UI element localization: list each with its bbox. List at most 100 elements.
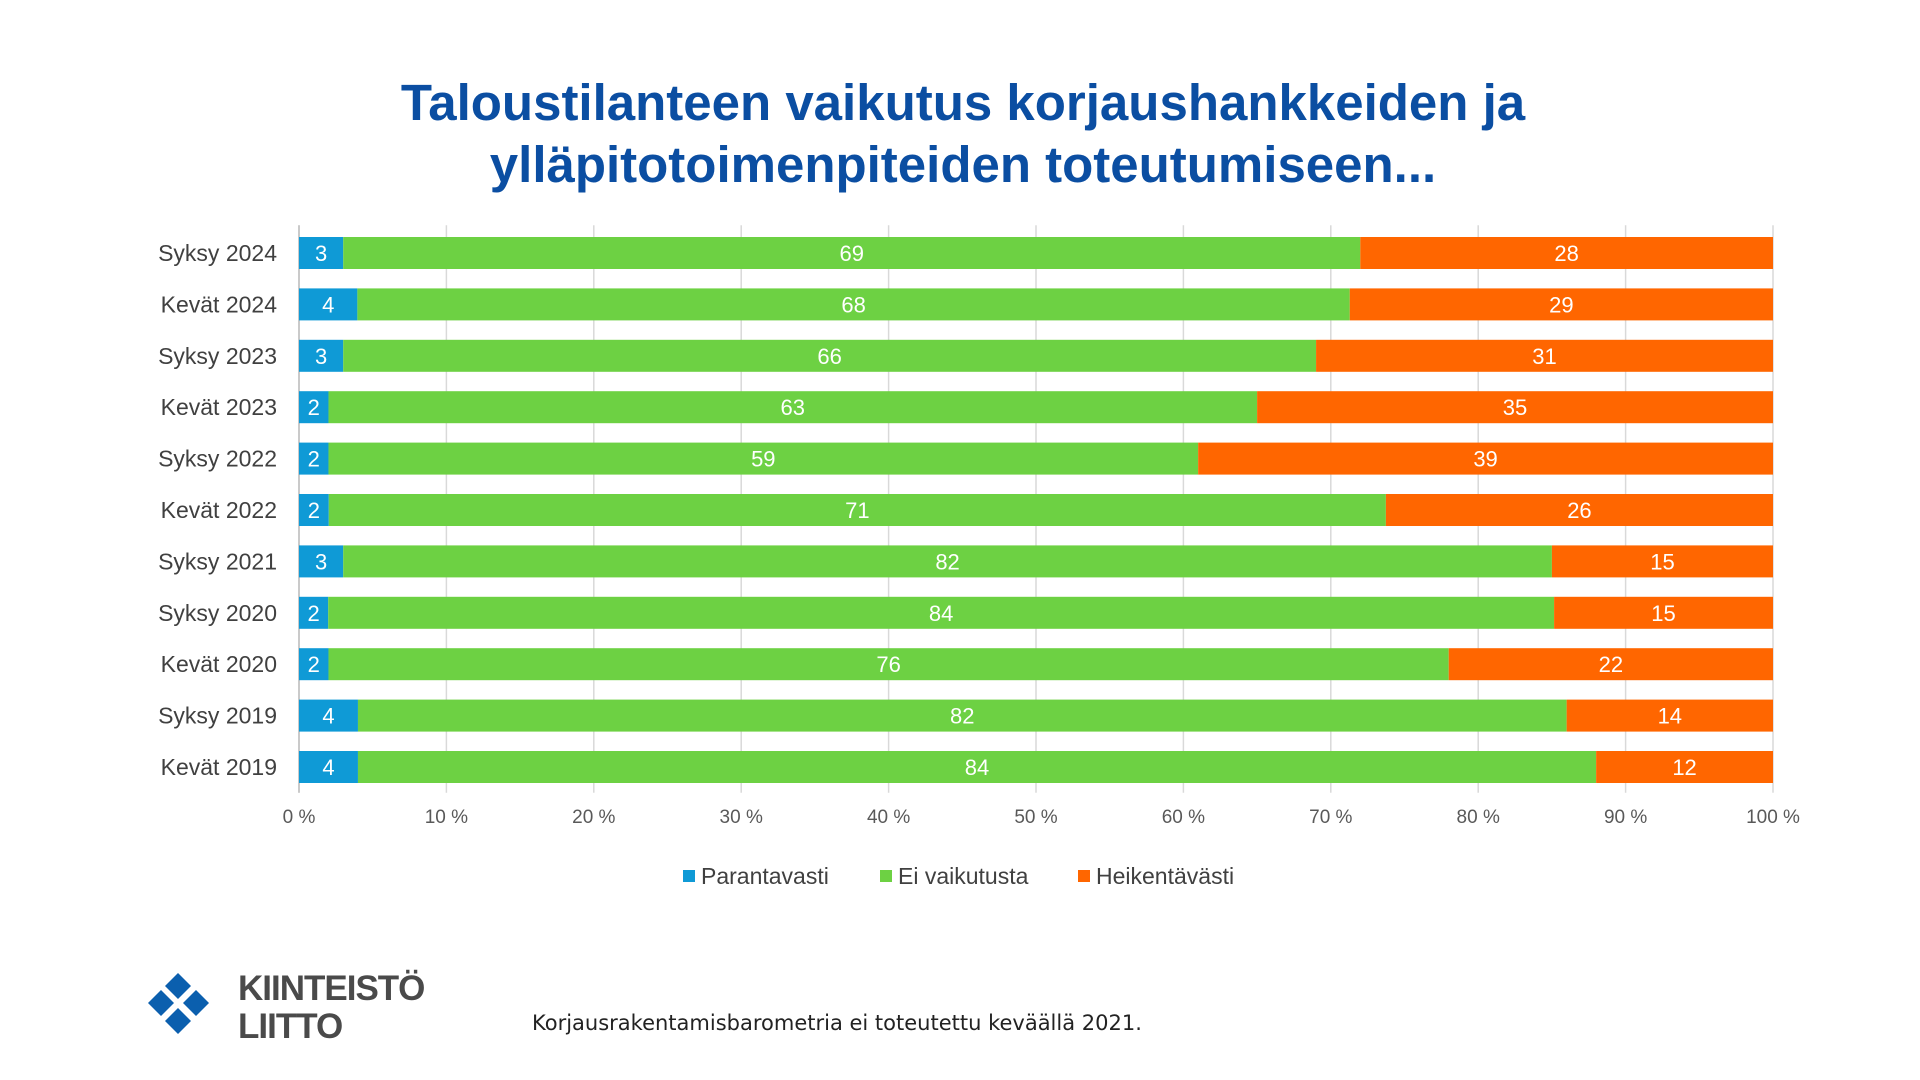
y-category-label: Kevät 2024 xyxy=(161,291,278,317)
data-label: 2 xyxy=(308,498,320,523)
y-category-label: Syksy 2022 xyxy=(158,446,277,472)
x-tick-label: 0 % xyxy=(283,807,316,828)
x-tick-label: 70 % xyxy=(1309,807,1352,828)
data-label: 22 xyxy=(1599,652,1623,677)
data-label: 68 xyxy=(841,292,865,317)
data-label: 63 xyxy=(781,395,805,420)
bar-segment xyxy=(299,237,344,269)
kiinteistoliitto-logo: KIINTEISTÖ LIITTO xyxy=(148,970,448,1050)
data-label: 3 xyxy=(315,241,327,266)
data-label: 26 xyxy=(1567,498,1591,523)
y-category-label: Syksy 2023 xyxy=(158,343,277,369)
x-tick-label: 30 % xyxy=(720,807,763,828)
data-label: 82 xyxy=(950,704,974,729)
bar-segment xyxy=(299,596,329,629)
data-label: 71 xyxy=(845,498,869,523)
y-category-label: Kevät 2019 xyxy=(161,754,277,780)
data-label: 15 xyxy=(1650,549,1674,574)
data-label: 3 xyxy=(315,549,327,574)
legend-swatch xyxy=(880,870,892,882)
logo-line-1: KIINTEISTÖ xyxy=(238,969,425,1008)
bar-segment xyxy=(1349,288,1773,321)
data-label: 4 xyxy=(322,755,334,780)
bar-segment xyxy=(1566,699,1773,732)
bar-segment xyxy=(343,339,1317,372)
bar-segment xyxy=(1316,339,1773,372)
data-label: 29 xyxy=(1549,292,1573,317)
bar-segment xyxy=(357,699,1567,732)
bar-segment xyxy=(299,699,358,732)
bar-segment xyxy=(328,596,1555,629)
title-line-1: Taloustilanteen vaikutus korjaushankkeid… xyxy=(400,74,1526,131)
bar-segment xyxy=(357,751,1597,783)
legend-label: Heikentävästi xyxy=(1096,863,1234,889)
data-label: 59 xyxy=(751,447,775,472)
bar-segment xyxy=(299,545,344,578)
data-label: 84 xyxy=(929,601,953,626)
chart-title: Taloustilanteen vaikutus korjaushankkeid… xyxy=(0,72,1920,196)
data-label: 2 xyxy=(308,652,320,677)
bar-segment xyxy=(299,494,329,526)
bar-segment xyxy=(343,237,1361,269)
bar-segment xyxy=(1385,494,1773,526)
data-label: 82 xyxy=(935,549,959,574)
data-label: 66 xyxy=(817,344,841,369)
bar-segment xyxy=(299,751,358,783)
data-label: 84 xyxy=(965,755,989,780)
bar-segment xyxy=(1198,442,1773,475)
bar-segment xyxy=(328,442,1199,475)
logo-line-2: LIITTO xyxy=(238,1007,343,1046)
bar-segment xyxy=(299,442,329,475)
data-label: 12 xyxy=(1672,755,1696,780)
data-label: 28 xyxy=(1554,241,1578,266)
data-label: 4 xyxy=(322,292,334,317)
bar-segment xyxy=(299,648,329,681)
bar-segment xyxy=(299,288,358,321)
bar-segment xyxy=(1257,391,1773,424)
y-category-label: Syksy 2020 xyxy=(158,600,277,626)
x-tick-label: 40 % xyxy=(867,807,910,828)
bar-segment xyxy=(299,391,329,424)
bar-segment xyxy=(1554,596,1773,629)
y-category-label: Kevät 2023 xyxy=(161,394,277,420)
legend-swatch xyxy=(683,870,695,882)
x-tick-label: 20 % xyxy=(572,807,615,828)
bar-segment xyxy=(1360,237,1773,269)
x-tick-label: 100 % xyxy=(1746,807,1800,828)
x-tick-label: 90 % xyxy=(1604,807,1647,828)
bar-segment xyxy=(1448,648,1773,681)
bar-segment xyxy=(357,288,1350,321)
logo-diamonds-icon xyxy=(148,973,209,1034)
legend-swatch xyxy=(1078,870,1090,882)
data-label: 15 xyxy=(1651,601,1675,626)
title-line-2: ylläpitotoimenpiteiden toteutumiseen... xyxy=(489,136,1437,193)
data-label: 2 xyxy=(308,395,320,420)
bar-segment xyxy=(328,391,1258,424)
bar-segment xyxy=(343,545,1552,578)
data-label: 2 xyxy=(308,447,320,472)
x-tick-label: 10 % xyxy=(425,807,468,828)
data-label: 76 xyxy=(876,652,900,677)
x-tick-label: 60 % xyxy=(1162,807,1205,828)
y-category-label: Syksy 2024 xyxy=(158,240,277,266)
data-label: 39 xyxy=(1473,447,1497,472)
footnote: Korjausrakentamisbarometria ei toteutett… xyxy=(532,1011,1142,1035)
data-label: 4 xyxy=(322,704,334,729)
data-label: 2 xyxy=(307,601,319,626)
legend-label: Parantavasti xyxy=(701,863,829,889)
x-tick-label: 50 % xyxy=(1014,807,1057,828)
legend-label: Ei vaikutusta xyxy=(898,863,1029,889)
y-category-label: Kevät 2020 xyxy=(161,651,277,677)
data-label: 3 xyxy=(315,344,327,369)
data-label: 14 xyxy=(1658,704,1682,729)
data-label: 69 xyxy=(840,241,864,266)
bar-segment xyxy=(328,648,1449,681)
bar-segment xyxy=(1551,545,1773,578)
data-label: 31 xyxy=(1532,344,1556,369)
y-category-label: Syksy 2021 xyxy=(158,548,277,574)
y-category-label: Syksy 2019 xyxy=(158,703,277,729)
x-tick-label: 80 % xyxy=(1457,807,1500,828)
bar-segment xyxy=(1596,751,1773,783)
data-label: 35 xyxy=(1503,395,1527,420)
